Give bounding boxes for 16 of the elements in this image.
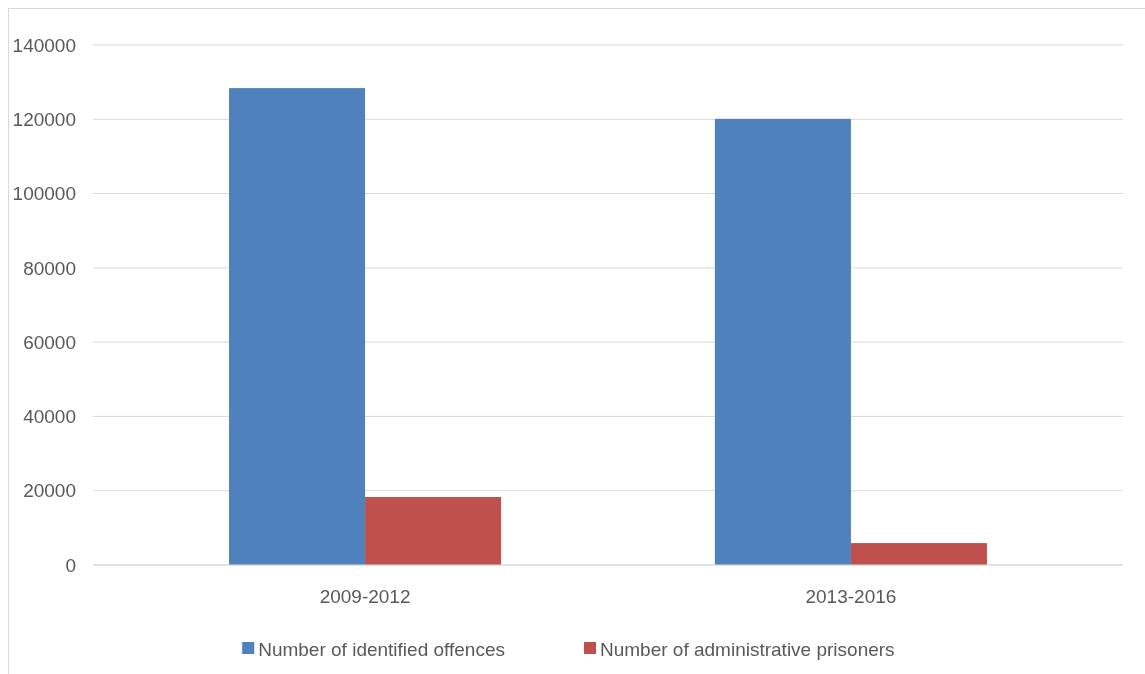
bar [714,118,851,565]
y-tick-label: 80000 [23,257,76,279]
y-tick-label: 100000 [12,183,76,205]
y-tick-label: 40000 [23,406,76,428]
y-tick-label: 20000 [23,480,76,502]
bar [229,88,366,565]
legend-label: Number of identified offences [258,638,505,660]
y-tick-label: 60000 [23,331,76,353]
x-tick-label: 2013-2016 [805,586,897,607]
y-tick-label: 120000 [12,108,76,130]
legend-label: Number of administrative prisoners [600,638,895,660]
y-tick-label: 140000 [12,34,76,56]
bar [365,497,502,565]
y-tick-label: 0 [65,554,76,576]
bar [850,543,987,565]
x-tick-label: 2009-2012 [319,586,411,607]
